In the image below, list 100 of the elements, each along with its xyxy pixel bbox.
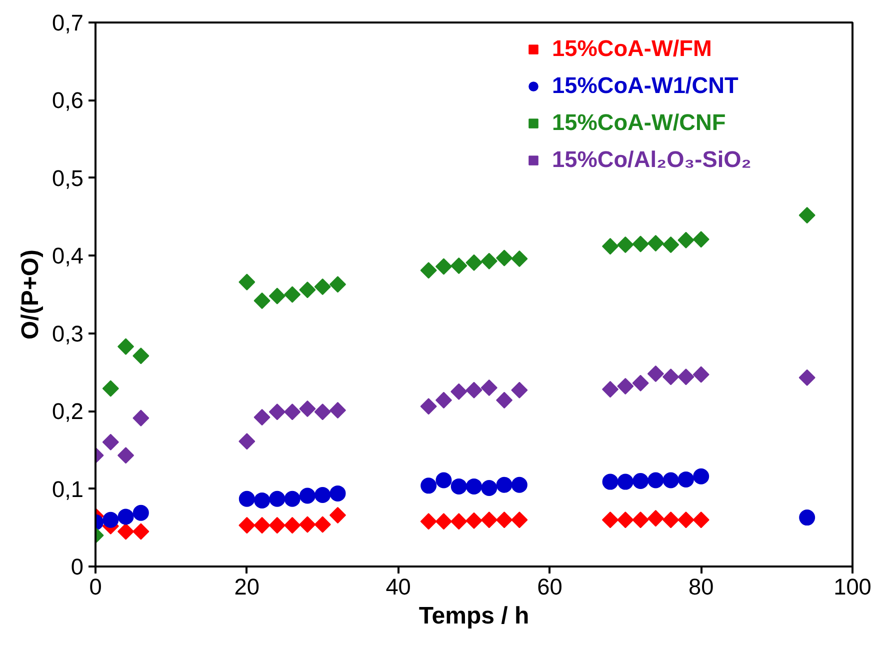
point [284, 286, 301, 303]
point [648, 472, 664, 488]
point [662, 472, 679, 488]
point [238, 433, 256, 450]
point [466, 478, 482, 494]
point [238, 517, 256, 534]
y-tick-label: 0,1 [52, 476, 84, 502]
point [617, 378, 634, 394]
point [496, 476, 512, 493]
point [254, 517, 270, 534]
point [511, 476, 528, 493]
point [102, 434, 119, 450]
point [132, 504, 149, 521]
point [420, 478, 437, 494]
y-tick-label: 0,7 [52, 10, 84, 36]
x-tick-label: 40 [386, 574, 411, 600]
x-tick-label: 0 [89, 574, 102, 600]
point [496, 512, 513, 528]
point [617, 236, 634, 254]
point [678, 471, 694, 488]
point [496, 392, 513, 408]
point [678, 368, 694, 386]
point [329, 506, 346, 524]
point [450, 478, 467, 494]
point [299, 282, 316, 298]
point [632, 374, 649, 392]
point [299, 400, 316, 418]
point [284, 490, 300, 507]
point [647, 365, 664, 382]
point [254, 292, 270, 309]
point [268, 288, 286, 304]
point [617, 512, 634, 528]
point [466, 512, 482, 529]
point [118, 338, 134, 355]
point [632, 512, 649, 528]
point [268, 404, 286, 420]
point [450, 383, 468, 400]
point [511, 382, 528, 398]
legend-label: 15%CoA-W1/CNT [552, 72, 738, 99]
point [632, 236, 649, 252]
x-tick-label: 80 [688, 574, 714, 600]
point [435, 513, 452, 530]
point [420, 398, 437, 415]
point [511, 512, 528, 528]
point [329, 276, 346, 293]
point [330, 485, 346, 502]
point [602, 512, 619, 528]
y-tick-label: 0,4 [52, 242, 84, 269]
legend-label: 15%CoA-W/FM [552, 35, 712, 62]
point [647, 510, 664, 527]
point [102, 512, 119, 528]
y-tick-label: 0,6 [52, 87, 84, 114]
point [118, 523, 134, 540]
point [299, 488, 316, 504]
x-tick-label: 20 [234, 574, 260, 600]
point [692, 366, 710, 383]
point [511, 250, 528, 268]
point [420, 262, 437, 279]
point [329, 402, 346, 419]
point [496, 250, 513, 266]
point [678, 512, 694, 528]
point [420, 513, 437, 530]
point [632, 473, 649, 489]
point [269, 490, 286, 507]
point [299, 516, 316, 533]
y-tick-label: 0 [70, 554, 84, 580]
point [238, 490, 255, 507]
point [662, 512, 680, 528]
point [693, 468, 710, 484]
point [268, 517, 286, 534]
point [254, 492, 270, 508]
point [450, 513, 468, 530]
point [602, 474, 618, 490]
point [662, 236, 680, 254]
point [314, 404, 331, 420]
point [602, 381, 619, 398]
point [647, 234, 664, 252]
point [238, 274, 256, 290]
point [466, 382, 482, 398]
y-tick-label: 0,2 [52, 398, 84, 424]
point [662, 368, 680, 386]
point [480, 512, 498, 528]
x-axis-title: Temps / h [418, 602, 530, 630]
point [617, 474, 634, 490]
y-tick-label: 0,5 [52, 164, 84, 191]
point [436, 472, 452, 488]
x-tick-label: 100 [834, 574, 872, 600]
point [435, 392, 452, 408]
point [481, 480, 498, 496]
point [692, 231, 710, 248]
point [284, 404, 301, 420]
point [798, 206, 816, 224]
point [678, 232, 694, 248]
point [602, 238, 619, 255]
point [102, 380, 119, 397]
point [132, 348, 150, 364]
point [692, 512, 710, 528]
x-tick-label: 60 [537, 574, 562, 600]
point [798, 369, 816, 386]
y-axis-title: O/(P+O) [17, 249, 44, 340]
